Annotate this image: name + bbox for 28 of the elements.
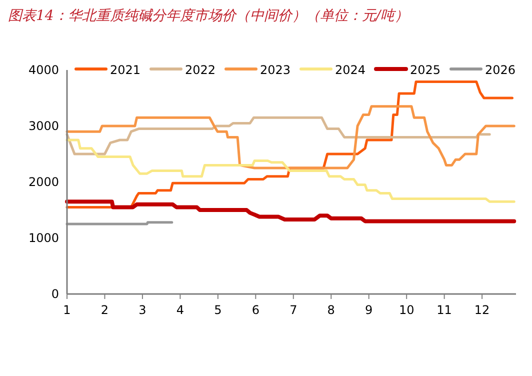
x-tick-label: 6	[252, 303, 260, 317]
line-series	[66, 138, 516, 203]
y-tick-label: 1000	[28, 231, 59, 245]
x-tick-label: 7	[290, 303, 298, 317]
x-tick-label: 8	[327, 303, 335, 317]
legend-label: 2021	[110, 63, 141, 77]
legend-label: 2022	[185, 63, 216, 77]
y-tick-label: 2000	[28, 175, 59, 189]
x-tick-label: 12	[474, 303, 490, 317]
x-tick-label: 9	[365, 303, 373, 317]
y-tick-label: 0	[51, 287, 59, 301]
legend-label: 2023	[260, 63, 291, 77]
x-tick-label: 4	[176, 303, 184, 317]
line-series	[66, 116, 491, 156]
line-series	[66, 105, 516, 170]
y-tick-label: 4000	[28, 63, 59, 77]
x-tick-label: 3	[138, 303, 146, 317]
x-tick-label: 2	[100, 303, 109, 317]
legend-label: 2025	[410, 63, 441, 77]
x-tick-label: 10	[398, 303, 414, 317]
x-tick-label: 11	[436, 303, 452, 317]
x-tick-label: 1	[63, 303, 71, 317]
legend-label: 2026	[485, 63, 516, 77]
chart-title: 图表14：华北重质纯碱分年度市场价（中间价）（单位：元/吨）	[8, 8, 409, 24]
line-series	[65, 200, 516, 224]
legend-label: 2024	[335, 63, 366, 77]
y-tick-label: 3000	[28, 119, 59, 133]
x-tick-label: 5	[214, 303, 222, 317]
